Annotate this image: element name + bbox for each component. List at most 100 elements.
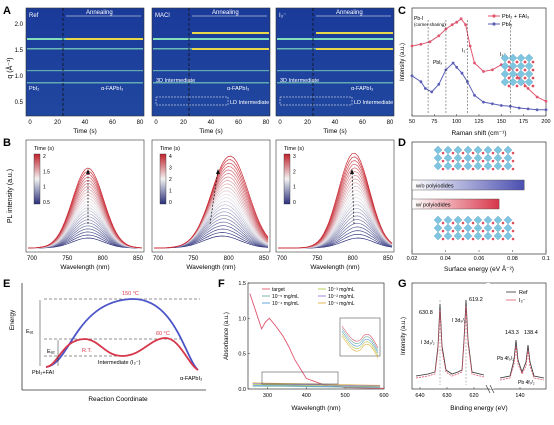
slab-octahedron — [473, 223, 483, 233]
heatmap-ld-box — [279, 96, 353, 106]
slab-atom — [511, 151, 515, 155]
heatmap-ytick: 1.5 — [15, 48, 24, 54]
raman-point — [508, 104, 512, 108]
xps-xtick: 630 — [442, 393, 451, 399]
slab-atom — [501, 229, 505, 233]
pl-colorbar-tick: 4 — [169, 154, 172, 160]
slab-octahedron — [463, 223, 473, 233]
slab-octahedron — [453, 231, 463, 241]
heatmap-ytick: 0.5 — [15, 100, 24, 106]
pl-arrow-head — [216, 169, 220, 174]
slab-octahedron — [463, 145, 473, 155]
pl-xlabel: Wavelength (nm) — [186, 264, 235, 271]
surface-xtick: 0.06 — [474, 256, 485, 262]
panel-g-peak-3: 143.3 — [505, 330, 519, 336]
raman-point — [437, 82, 441, 86]
raman-point — [455, 20, 459, 24]
heatmap-annealed-band — [192, 32, 269, 34]
pl-colorbar — [33, 153, 41, 205]
xps-xtick: 620 — [469, 393, 478, 399]
raman-xtick: 150 — [497, 119, 506, 125]
pl-colorbar-tick: 0.5 — [43, 200, 50, 206]
slab-octahedron — [443, 223, 453, 233]
panel-g-xlabel: Binding energy (eV) — [450, 405, 507, 412]
pl-colorbar-tick: 2 — [43, 154, 46, 160]
absorbance-legend-label: 10⁻⁴ mg/mL — [272, 301, 299, 307]
raman-point — [491, 102, 494, 106]
slab-octahedron — [503, 215, 513, 225]
raman-point — [499, 104, 503, 107]
pl-frame — [25, 139, 145, 253]
slab-atom — [441, 221, 445, 225]
pl-colorbar-tick: 1 — [43, 185, 46, 191]
pl-xtick: 800 — [224, 256, 235, 262]
absorbance-ytick: 0.0 — [238, 387, 246, 393]
slab-atom — [441, 151, 445, 155]
slab-octahedron — [503, 153, 513, 163]
raman-xtick: 50 — [409, 119, 415, 125]
raman-point — [419, 42, 423, 46]
raman-point — [460, 71, 464, 75]
panel-e-intermediate: Intermediate (I₃⁻) — [98, 360, 141, 366]
raman-point — [437, 34, 441, 38]
slab-octahedron — [463, 153, 473, 163]
absorbance-xtick: 600 — [379, 393, 388, 399]
heatmap-band — [277, 82, 393, 84]
heatmap-xlabel: Time (s) — [323, 128, 347, 135]
heatmap-band — [27, 70, 143, 72]
heatmap-note: α-FAPbI₃ — [227, 86, 249, 92]
surface-xtick: 0.02 — [407, 256, 418, 262]
panel-c-legend-2: PbI₂ — [502, 22, 512, 28]
slab-octahedron — [453, 161, 463, 171]
pl-colorbar — [159, 153, 167, 205]
panel-letter-e: E — [3, 278, 10, 290]
panel-c-annot-pbi: Pb-I — [414, 16, 423, 22]
slab-atom — [511, 167, 515, 171]
absorbance-legend-label: 10⁻⁵ mg/mL — [272, 294, 299, 300]
slab-atom — [451, 237, 455, 241]
crystal-atom — [523, 60, 527, 64]
panel-e-curve-high — [45, 298, 199, 371]
raman-xtick: 125 — [474, 119, 483, 125]
slab-atom — [461, 151, 465, 155]
slab-octahedron — [483, 223, 493, 233]
heatmap-xtick: 40 — [332, 120, 339, 126]
xps-xtick: 140 — [515, 393, 524, 399]
raman-point — [517, 106, 521, 110]
panel-g-peak-2: 619.2 — [469, 297, 483, 303]
raman-point — [526, 107, 530, 111]
slab-atom — [501, 151, 505, 155]
inset-curve — [341, 333, 379, 356]
panel-f-ylabel: Absorbance (a.u.) — [224, 312, 230, 360]
slab-atom — [501, 159, 505, 163]
pl-xlabel: Wavelength (nm) — [60, 264, 109, 271]
inset-curve — [341, 325, 379, 349]
slab-octahedron — [453, 145, 463, 155]
heatmap-band — [153, 82, 269, 84]
slab-atom — [501, 237, 505, 241]
slab-octahedron — [483, 161, 493, 171]
absorbance-xtick: 500 — [341, 393, 350, 399]
absorbance-dilute-line — [252, 384, 381, 388]
pl-colorbar-tick: 0 — [169, 200, 172, 206]
slab-atom — [481, 167, 485, 171]
slab-atom — [471, 159, 475, 163]
surface-energy-bar-label: w/o polyiodides — [415, 184, 454, 190]
panel-g-peak-4-label: Pb 4f₇/₂ — [518, 380, 535, 386]
slab-octahedron — [453, 223, 463, 233]
crystal-octahedron — [508, 77, 518, 87]
panel-letter-c: C — [398, 5, 406, 17]
raman-point — [535, 95, 539, 99]
panel-g-series-i3 — [415, 305, 485, 379]
panel-e-150c: 150 °C — [122, 291, 139, 297]
panel-letter-f: F — [218, 278, 225, 290]
heatmap-note: 3D Intermediate — [156, 78, 195, 84]
surface-energy-bar-label: w/ polyiodides — [415, 203, 451, 209]
heatmap-label: MACl — [155, 13, 170, 19]
slab-octahedron — [453, 215, 463, 225]
heatmap-xlabel: Time (s) — [73, 128, 97, 135]
heatmap-anneal-label: Annealing — [212, 10, 239, 16]
crystal-atom — [515, 60, 519, 64]
panel-e-ylabel: Energy — [9, 309, 16, 330]
panel-letter-g: G — [398, 278, 407, 290]
